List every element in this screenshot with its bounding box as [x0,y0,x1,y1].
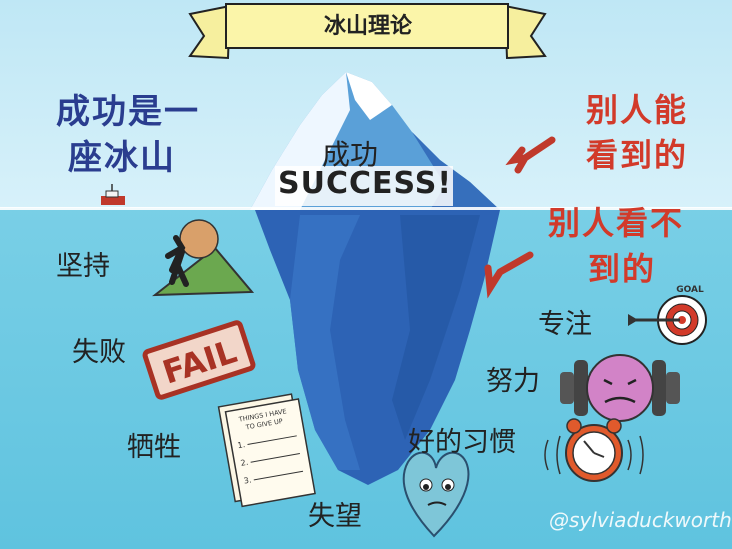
list-paper-icon: THINGS I HAVE TO GIVE UP 1. 2. 3. [217,393,316,508]
label-failure: 失败 [72,337,126,368]
tip-label-en: SUCCESS! [278,166,453,201]
alarm-clock-icon [544,418,644,482]
tip-label-cn: 成功 [322,138,379,171]
banner-title: 冰山理论 [323,14,412,39]
svg-text:1.: 1. [237,440,246,450]
arrow-icon [505,136,556,174]
fail-sign-icon: FAIL [142,320,256,400]
svg-text:2.: 2. [240,458,249,468]
waterline [0,207,732,210]
banner-ribbon [188,3,547,60]
hidden-label-line1: 别人看不 [548,204,685,242]
sisyphus-boulder-icon [151,219,255,297]
label-focus: 专注 [538,309,592,340]
left-title-line1: 成功是一 [56,92,200,132]
label-disappointment: 失望 [308,501,362,532]
watermark: @sylviaduckworth [549,508,732,532]
label-sacrifice: 牺牲 [127,432,181,463]
hidden-label-line2: 到的 [588,250,657,288]
heart-icon [402,451,470,538]
label-persistence: 坚持 [56,251,110,282]
label-good-habits: 好的习惯 [408,427,516,458]
dumbbell-icon [560,354,680,422]
label-effort: 努力 [486,366,540,397]
iceberg-underwater-shade [290,215,360,470]
left-title-line2: 座冰山 [68,138,176,178]
visible-label-line2: 看到的 [586,136,689,174]
visible-label-line1: 别人能 [586,91,689,129]
goal-text: GOAL [676,285,704,295]
target-icon: GOAL [628,285,707,345]
arrow-icon [484,251,534,299]
svg-text:3.: 3. [243,475,252,485]
ship-icon [101,184,125,205]
